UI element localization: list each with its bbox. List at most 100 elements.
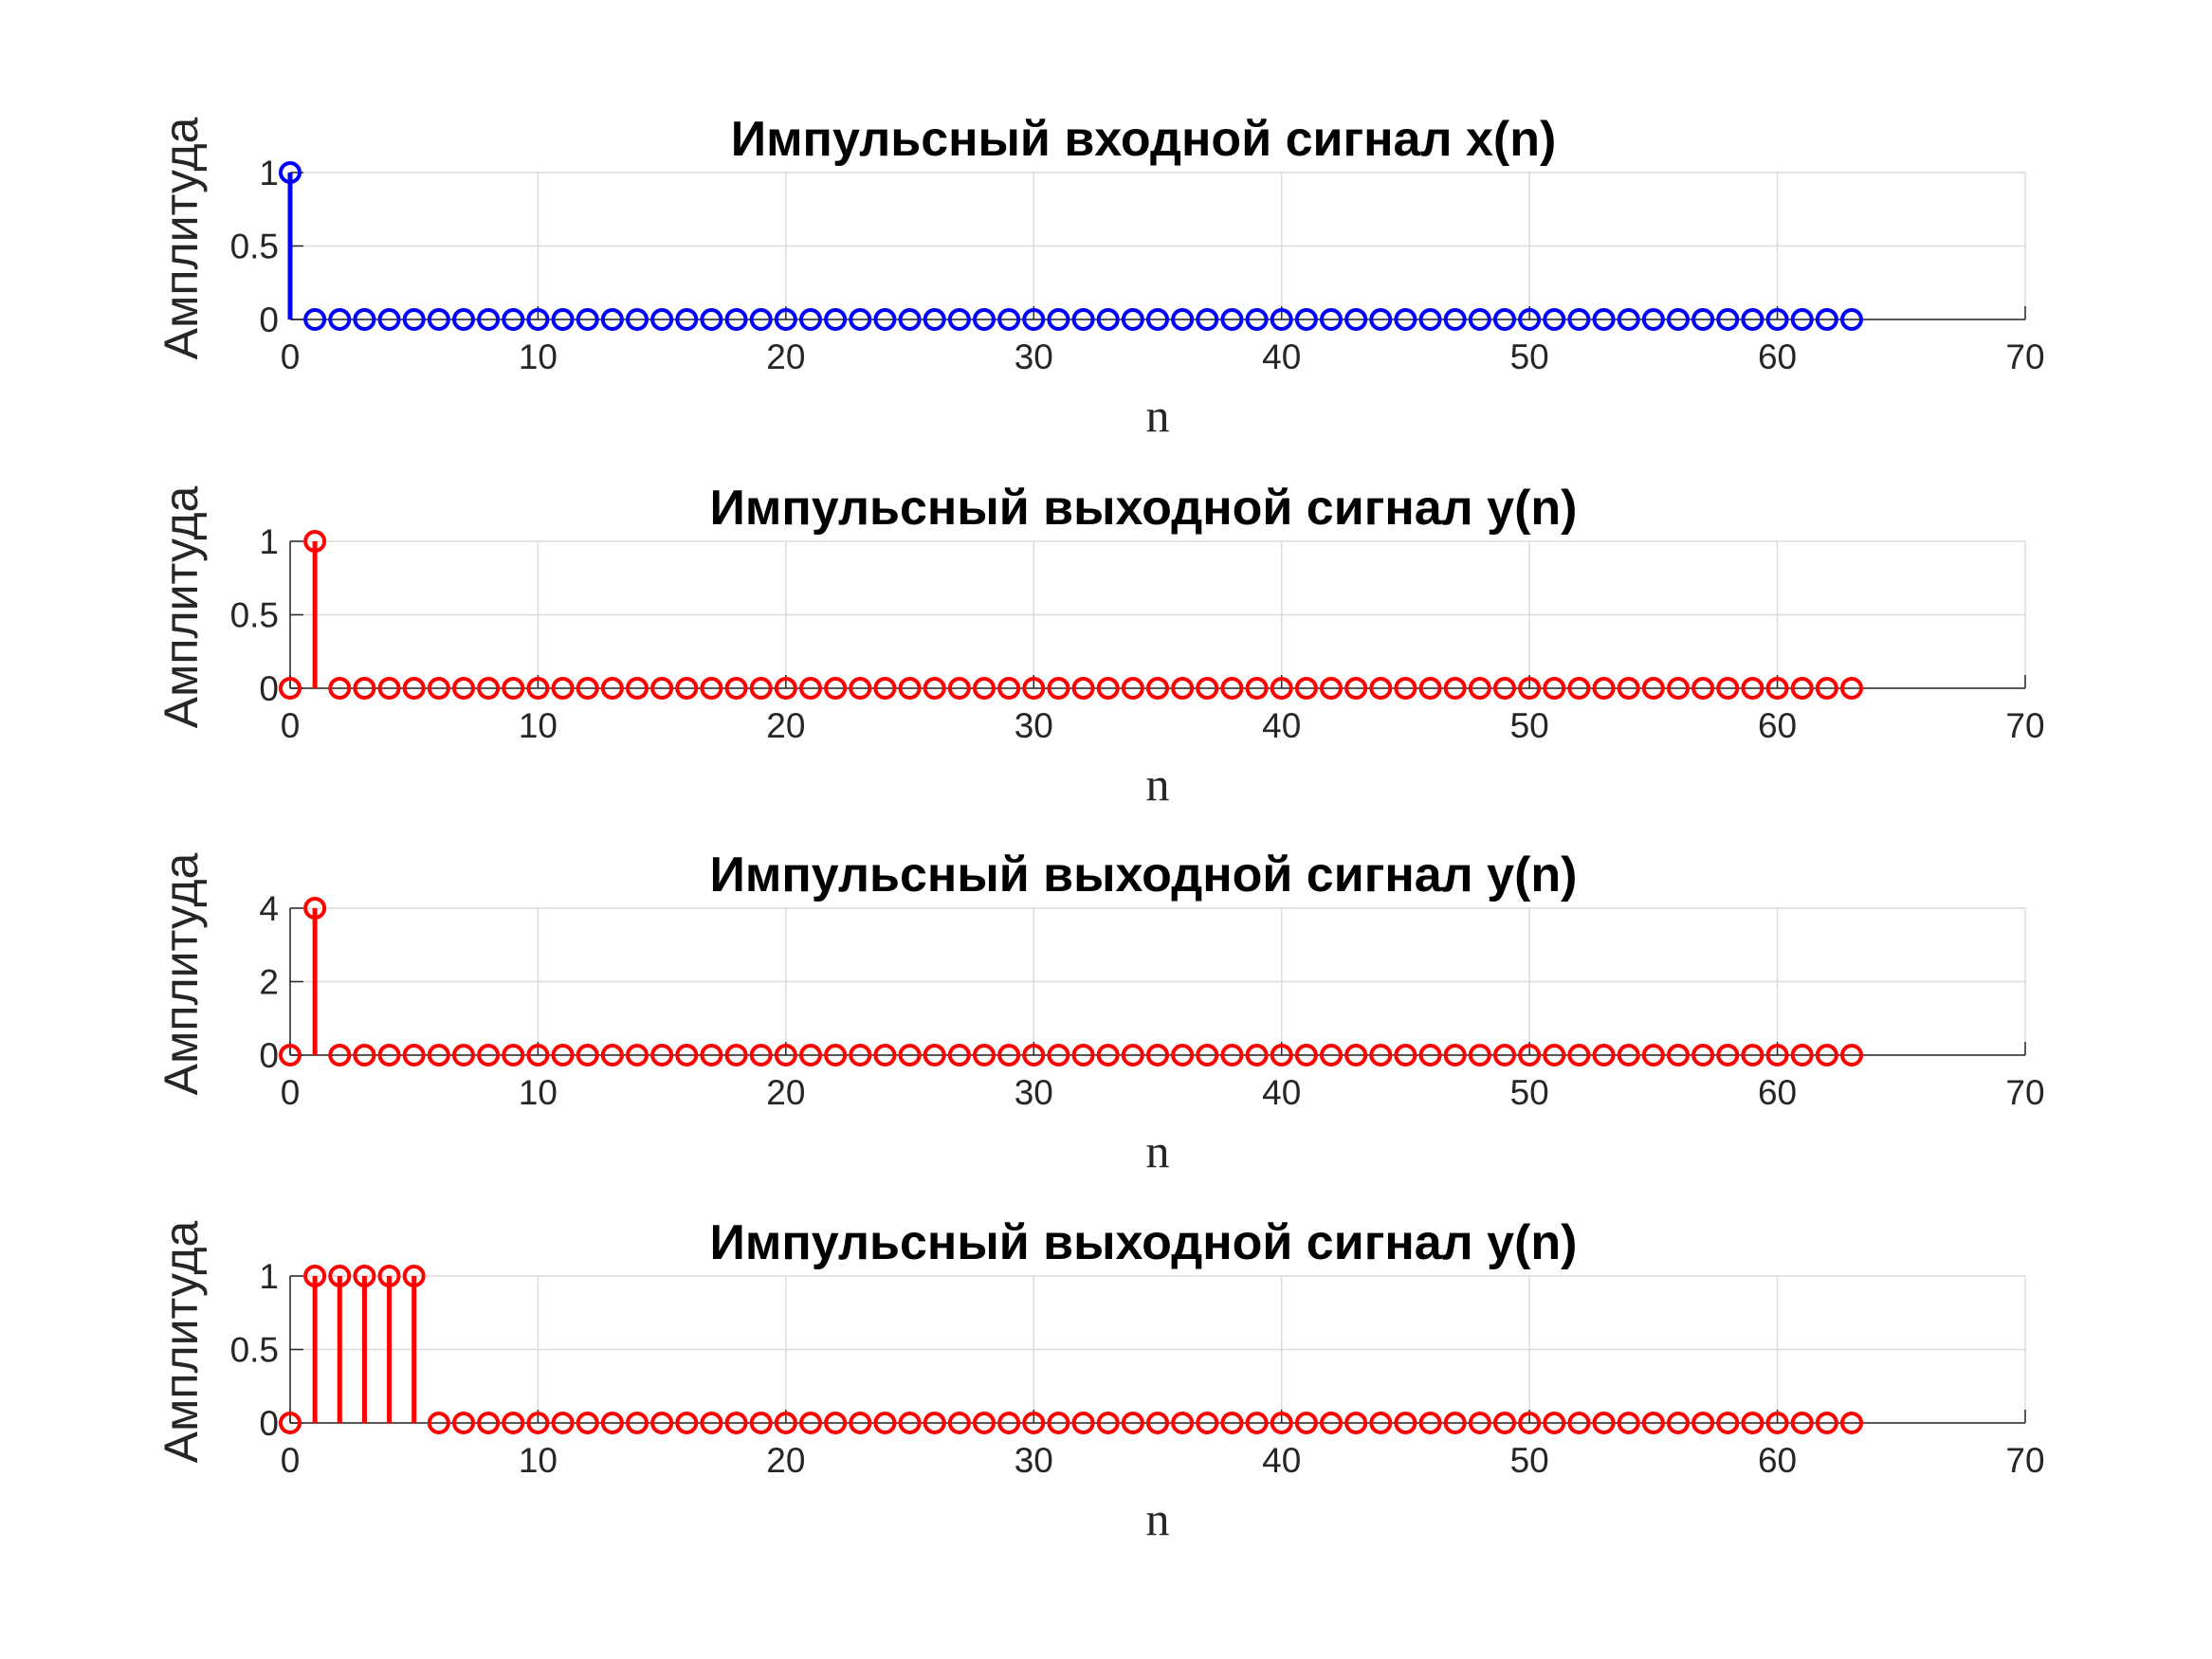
stem-marker: [1667, 1044, 1690, 1066]
stem-marker: [947, 1044, 971, 1066]
stem-marker: [1765, 1044, 1789, 1066]
stem-marker: [1270, 677, 1293, 700]
stem-marker: [749, 677, 773, 700]
stem-marker: [1567, 1044, 1591, 1066]
stem-marker: [1741, 677, 1764, 700]
stem-marker: [452, 1044, 475, 1066]
stem-marker: [675, 677, 699, 700]
stem-marker: [997, 1044, 1021, 1066]
stem-marker: [402, 1044, 426, 1066]
stem-marker: [526, 1044, 550, 1066]
stem-marker: [1443, 677, 1467, 700]
stem-marker: [1294, 1412, 1318, 1434]
x-tick-label: 50: [1510, 1441, 1549, 1480]
stem-marker: [1047, 677, 1070, 700]
x-tick-label: 30: [1015, 706, 1053, 745]
stem-marker: [1047, 1044, 1070, 1066]
x-tick-label: 30: [1015, 1441, 1053, 1480]
stem-marker: [1418, 308, 1442, 331]
stem-marker: [873, 1412, 897, 1434]
x-axis-label: n: [1146, 757, 1170, 811]
stem-series: [279, 161, 1863, 331]
stem-marker: [973, 1044, 996, 1066]
stem-marker: [724, 677, 748, 700]
stem-marker: [526, 1412, 550, 1434]
stem-marker: [377, 1265, 401, 1287]
stem-marker: [1071, 1044, 1095, 1066]
stem-marker: [1468, 308, 1491, 331]
stem-marker: [576, 1412, 599, 1434]
stem-series: [279, 530, 1863, 700]
stem-marker: [700, 1044, 723, 1066]
stem-marker: [1369, 677, 1393, 700]
stem-marker: [1543, 677, 1566, 700]
stem-marker: [1320, 308, 1343, 331]
y-tick-label: 1: [259, 522, 279, 561]
stem-marker: [973, 677, 996, 700]
stem-marker: [724, 1412, 748, 1434]
stem-marker: [1667, 677, 1690, 700]
stem-marker: [427, 1044, 450, 1066]
stem-marker: [353, 677, 376, 700]
stem-marker: [724, 1044, 748, 1066]
x-tick-label: 60: [1758, 706, 1797, 745]
stem-marker: [377, 1044, 401, 1066]
stem-marker: [947, 308, 971, 331]
stem-marker: [1716, 308, 1740, 331]
stem-marker: [1592, 1044, 1616, 1066]
stem-marker: [303, 308, 327, 331]
stem-marker: [502, 308, 525, 331]
stem-marker: [1617, 677, 1640, 700]
x-tick-label: 60: [1758, 1441, 1797, 1480]
stem-marker: [849, 1412, 872, 1434]
stem-marker: [973, 308, 996, 331]
stem-marker: [650, 1044, 674, 1066]
x-tick-label: 30: [1015, 1073, 1053, 1112]
stem-marker: [1096, 677, 1120, 700]
stem-marker: [576, 1044, 599, 1066]
stem-marker: [279, 1412, 302, 1434]
y-axis-label: Амплитуда: [155, 1220, 208, 1463]
stem-series: [279, 1265, 1863, 1434]
stem-marker: [1320, 677, 1343, 700]
x-axis-label: n: [1146, 389, 1170, 442]
stem-marker: [1641, 677, 1665, 700]
stem-marker: [1245, 1044, 1269, 1066]
stem-marker: [1790, 1412, 1814, 1434]
stem-marker: [1741, 308, 1764, 331]
chart-title: Импульсный выходной сигнал y(n): [710, 481, 1578, 536]
stem-marker: [1121, 677, 1144, 700]
stem-marker: [923, 1412, 946, 1434]
stem-marker: [1121, 1412, 1144, 1434]
stem-marker: [898, 308, 922, 331]
stem-marker: [526, 308, 550, 331]
stem-marker: [1518, 308, 1542, 331]
stem-marker: [1096, 1044, 1120, 1066]
stem-marker: [1146, 308, 1169, 331]
x-tick-label: 10: [519, 337, 558, 376]
stem-marker: [997, 308, 1021, 331]
stem-marker: [824, 1044, 848, 1066]
stem-marker: [1245, 677, 1269, 700]
stem-marker: [1121, 1044, 1144, 1066]
stem-marker: [1815, 677, 1838, 700]
stem-marker: [1047, 1412, 1070, 1434]
stem-marker: [402, 1265, 426, 1287]
stem-marker: [1567, 677, 1591, 700]
stem-marker: [328, 677, 352, 700]
stem-marker: [452, 677, 475, 700]
stem-marker: [799, 308, 822, 331]
stem-marker: [502, 677, 525, 700]
stem-marker: [799, 1412, 822, 1434]
chart-title: Импульсный входной сигнал x(n): [731, 112, 1557, 167]
stem-marker: [1418, 677, 1442, 700]
x-tick-label: 20: [766, 706, 805, 745]
x-tick-label: 20: [766, 1073, 805, 1112]
stem-marker: [947, 1412, 971, 1434]
stem-marker: [1493, 308, 1516, 331]
stem-marker: [1344, 677, 1368, 700]
stem-marker: [873, 1044, 897, 1066]
x-tick-label: 50: [1510, 706, 1549, 745]
stem-marker: [1394, 677, 1417, 700]
x-tick-label: 0: [281, 706, 301, 745]
